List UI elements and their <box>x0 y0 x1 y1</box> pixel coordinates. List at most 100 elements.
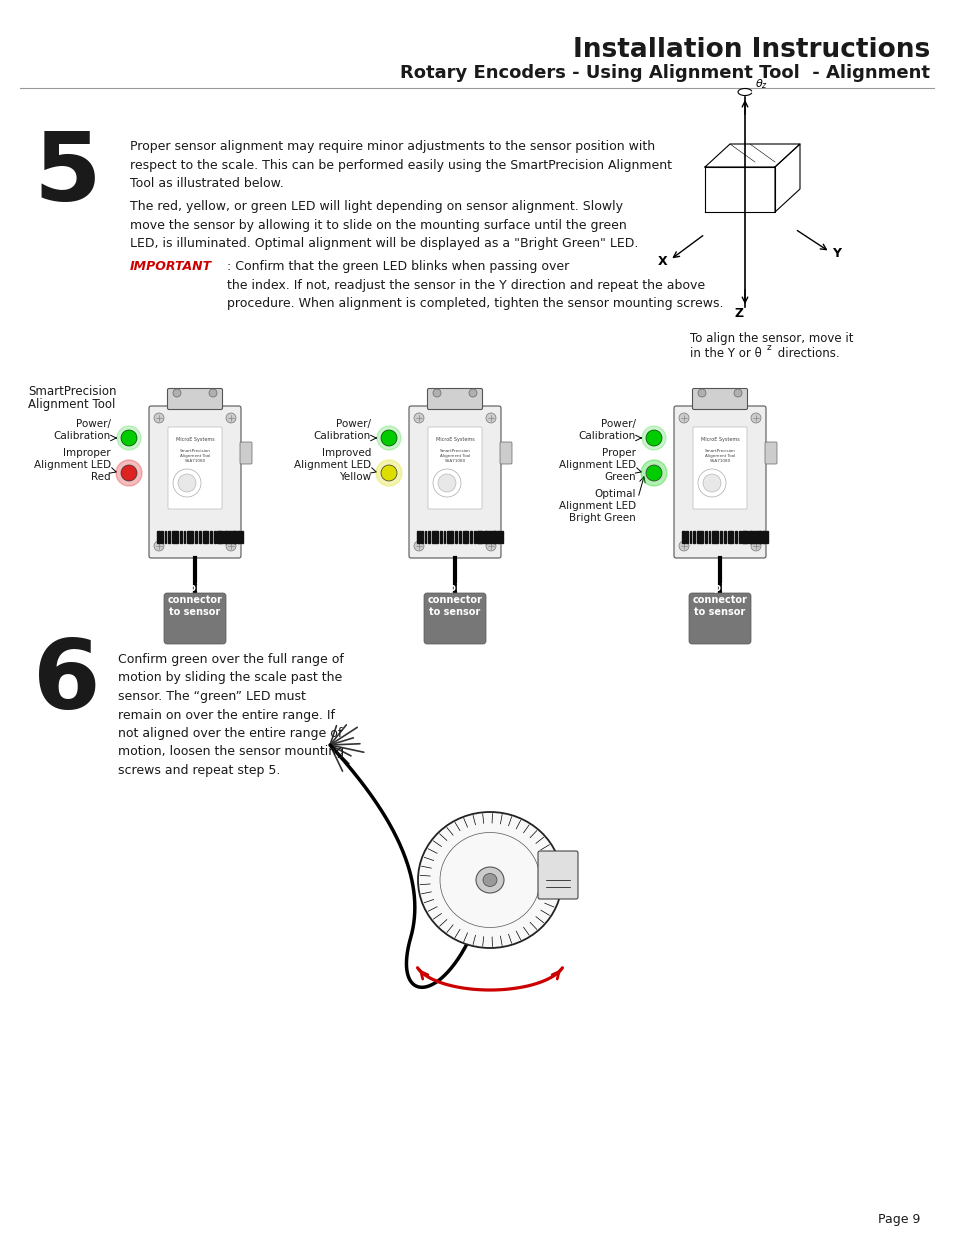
Bar <box>487 531 489 543</box>
Bar <box>455 531 456 543</box>
Bar <box>183 531 185 543</box>
Circle shape <box>433 469 460 496</box>
Bar <box>169 531 170 543</box>
FancyBboxPatch shape <box>537 851 578 899</box>
Bar <box>432 531 436 543</box>
Bar <box>202 531 206 543</box>
Bar <box>436 531 437 543</box>
Text: Installation Instructions: Installation Instructions <box>572 37 929 63</box>
Circle shape <box>469 389 476 396</box>
FancyBboxPatch shape <box>240 442 252 464</box>
Circle shape <box>679 412 688 424</box>
FancyBboxPatch shape <box>692 427 746 509</box>
Circle shape <box>698 389 705 396</box>
Bar <box>234 531 236 543</box>
Bar <box>759 531 760 543</box>
Circle shape <box>698 469 725 496</box>
Bar <box>225 531 227 543</box>
FancyBboxPatch shape <box>149 406 241 558</box>
FancyBboxPatch shape <box>409 406 500 558</box>
Ellipse shape <box>417 811 561 948</box>
Text: Proper sensor alignment may require minor adjustments to the sensor position wit: Proper sensor alignment may require mino… <box>130 140 671 190</box>
Circle shape <box>172 469 201 496</box>
Circle shape <box>375 459 401 487</box>
Bar <box>165 531 166 543</box>
Text: The red, yellow, or green LED will light depending on sensor alignment. Slowly
m: The red, yellow, or green LED will light… <box>130 200 638 249</box>
Bar <box>493 531 496 543</box>
Bar <box>191 531 193 543</box>
Circle shape <box>226 412 235 424</box>
Circle shape <box>226 541 235 551</box>
Text: SmartPrecision: SmartPrecision <box>28 385 116 398</box>
Circle shape <box>414 541 423 551</box>
Circle shape <box>178 474 195 492</box>
Circle shape <box>172 389 181 396</box>
Bar <box>416 531 420 543</box>
Text: $\theta_z$: $\theta_z$ <box>754 77 767 91</box>
Circle shape <box>485 412 496 424</box>
Circle shape <box>153 541 164 551</box>
Text: 5: 5 <box>33 128 101 221</box>
FancyBboxPatch shape <box>428 427 481 509</box>
Bar <box>491 531 493 543</box>
Bar <box>716 531 718 543</box>
Bar <box>685 531 687 543</box>
Bar <box>765 531 767 543</box>
Text: To align the sensor, move it: To align the sensor, move it <box>689 332 853 345</box>
Bar <box>731 531 733 543</box>
Text: Alignment Tool: Alignment Tool <box>28 398 115 411</box>
Text: in the Y or θ: in the Y or θ <box>689 347 760 359</box>
Bar <box>697 531 700 543</box>
Bar <box>439 531 441 543</box>
Text: SmartPrecision
Alignment Tool
SSA71080: SmartPrecision Alignment Tool SSA71080 <box>704 448 735 463</box>
Text: Proper
Alignment LED
Green: Proper Alignment LED Green <box>558 447 636 483</box>
Bar <box>485 531 487 543</box>
Circle shape <box>380 466 396 480</box>
Bar <box>501 531 503 543</box>
Circle shape <box>750 412 760 424</box>
Bar <box>755 531 757 543</box>
Text: : Confirm that the green LED blinks when passing over
the index. If not, readjus: : Confirm that the green LED blinks when… <box>227 261 722 310</box>
Text: 15 pin D
connector
to sensor: 15 pin D connector to sensor <box>168 583 222 618</box>
Bar <box>213 531 215 543</box>
FancyBboxPatch shape <box>168 389 222 410</box>
Bar <box>187 531 191 543</box>
Bar <box>221 531 223 543</box>
Bar <box>761 531 762 543</box>
Bar <box>750 531 751 543</box>
Bar <box>742 531 745 543</box>
Text: MicroE Systems: MicroE Systems <box>436 437 474 442</box>
Text: 15 pin D
connector
to sensor: 15 pin D connector to sensor <box>427 583 482 618</box>
FancyBboxPatch shape <box>499 442 512 464</box>
Text: Power/
Calibration: Power/ Calibration <box>53 419 111 441</box>
Bar <box>704 531 706 543</box>
Bar <box>748 531 750 543</box>
Bar <box>497 531 498 543</box>
Text: Improper
Alignment LED
Red: Improper Alignment LED Red <box>34 447 111 483</box>
Circle shape <box>414 412 423 424</box>
FancyBboxPatch shape <box>423 593 485 643</box>
Circle shape <box>641 426 665 450</box>
Text: Y: Y <box>832 247 841 261</box>
Bar <box>693 531 695 543</box>
Text: MicroE Systems: MicroE Systems <box>175 437 214 442</box>
Bar <box>477 531 481 543</box>
Circle shape <box>433 389 440 396</box>
Bar <box>241 531 243 543</box>
Text: Confirm green over the full range of
motion by sliding the scale past the
sensor: Confirm green over the full range of mot… <box>118 653 344 777</box>
Bar <box>458 531 460 543</box>
Bar <box>206 531 208 543</box>
Bar <box>754 531 755 543</box>
Circle shape <box>121 430 137 446</box>
Bar <box>476 531 478 543</box>
Bar <box>175 531 177 543</box>
Bar <box>198 531 200 543</box>
Bar <box>480 531 482 543</box>
Bar <box>689 531 691 543</box>
Bar <box>462 531 466 543</box>
Bar <box>720 531 721 543</box>
Text: Rotary Encoders - Using Alignment Tool  - Alignment: Rotary Encoders - Using Alignment Tool -… <box>399 64 929 82</box>
FancyBboxPatch shape <box>673 406 765 558</box>
Circle shape <box>645 430 661 446</box>
Circle shape <box>750 541 760 551</box>
